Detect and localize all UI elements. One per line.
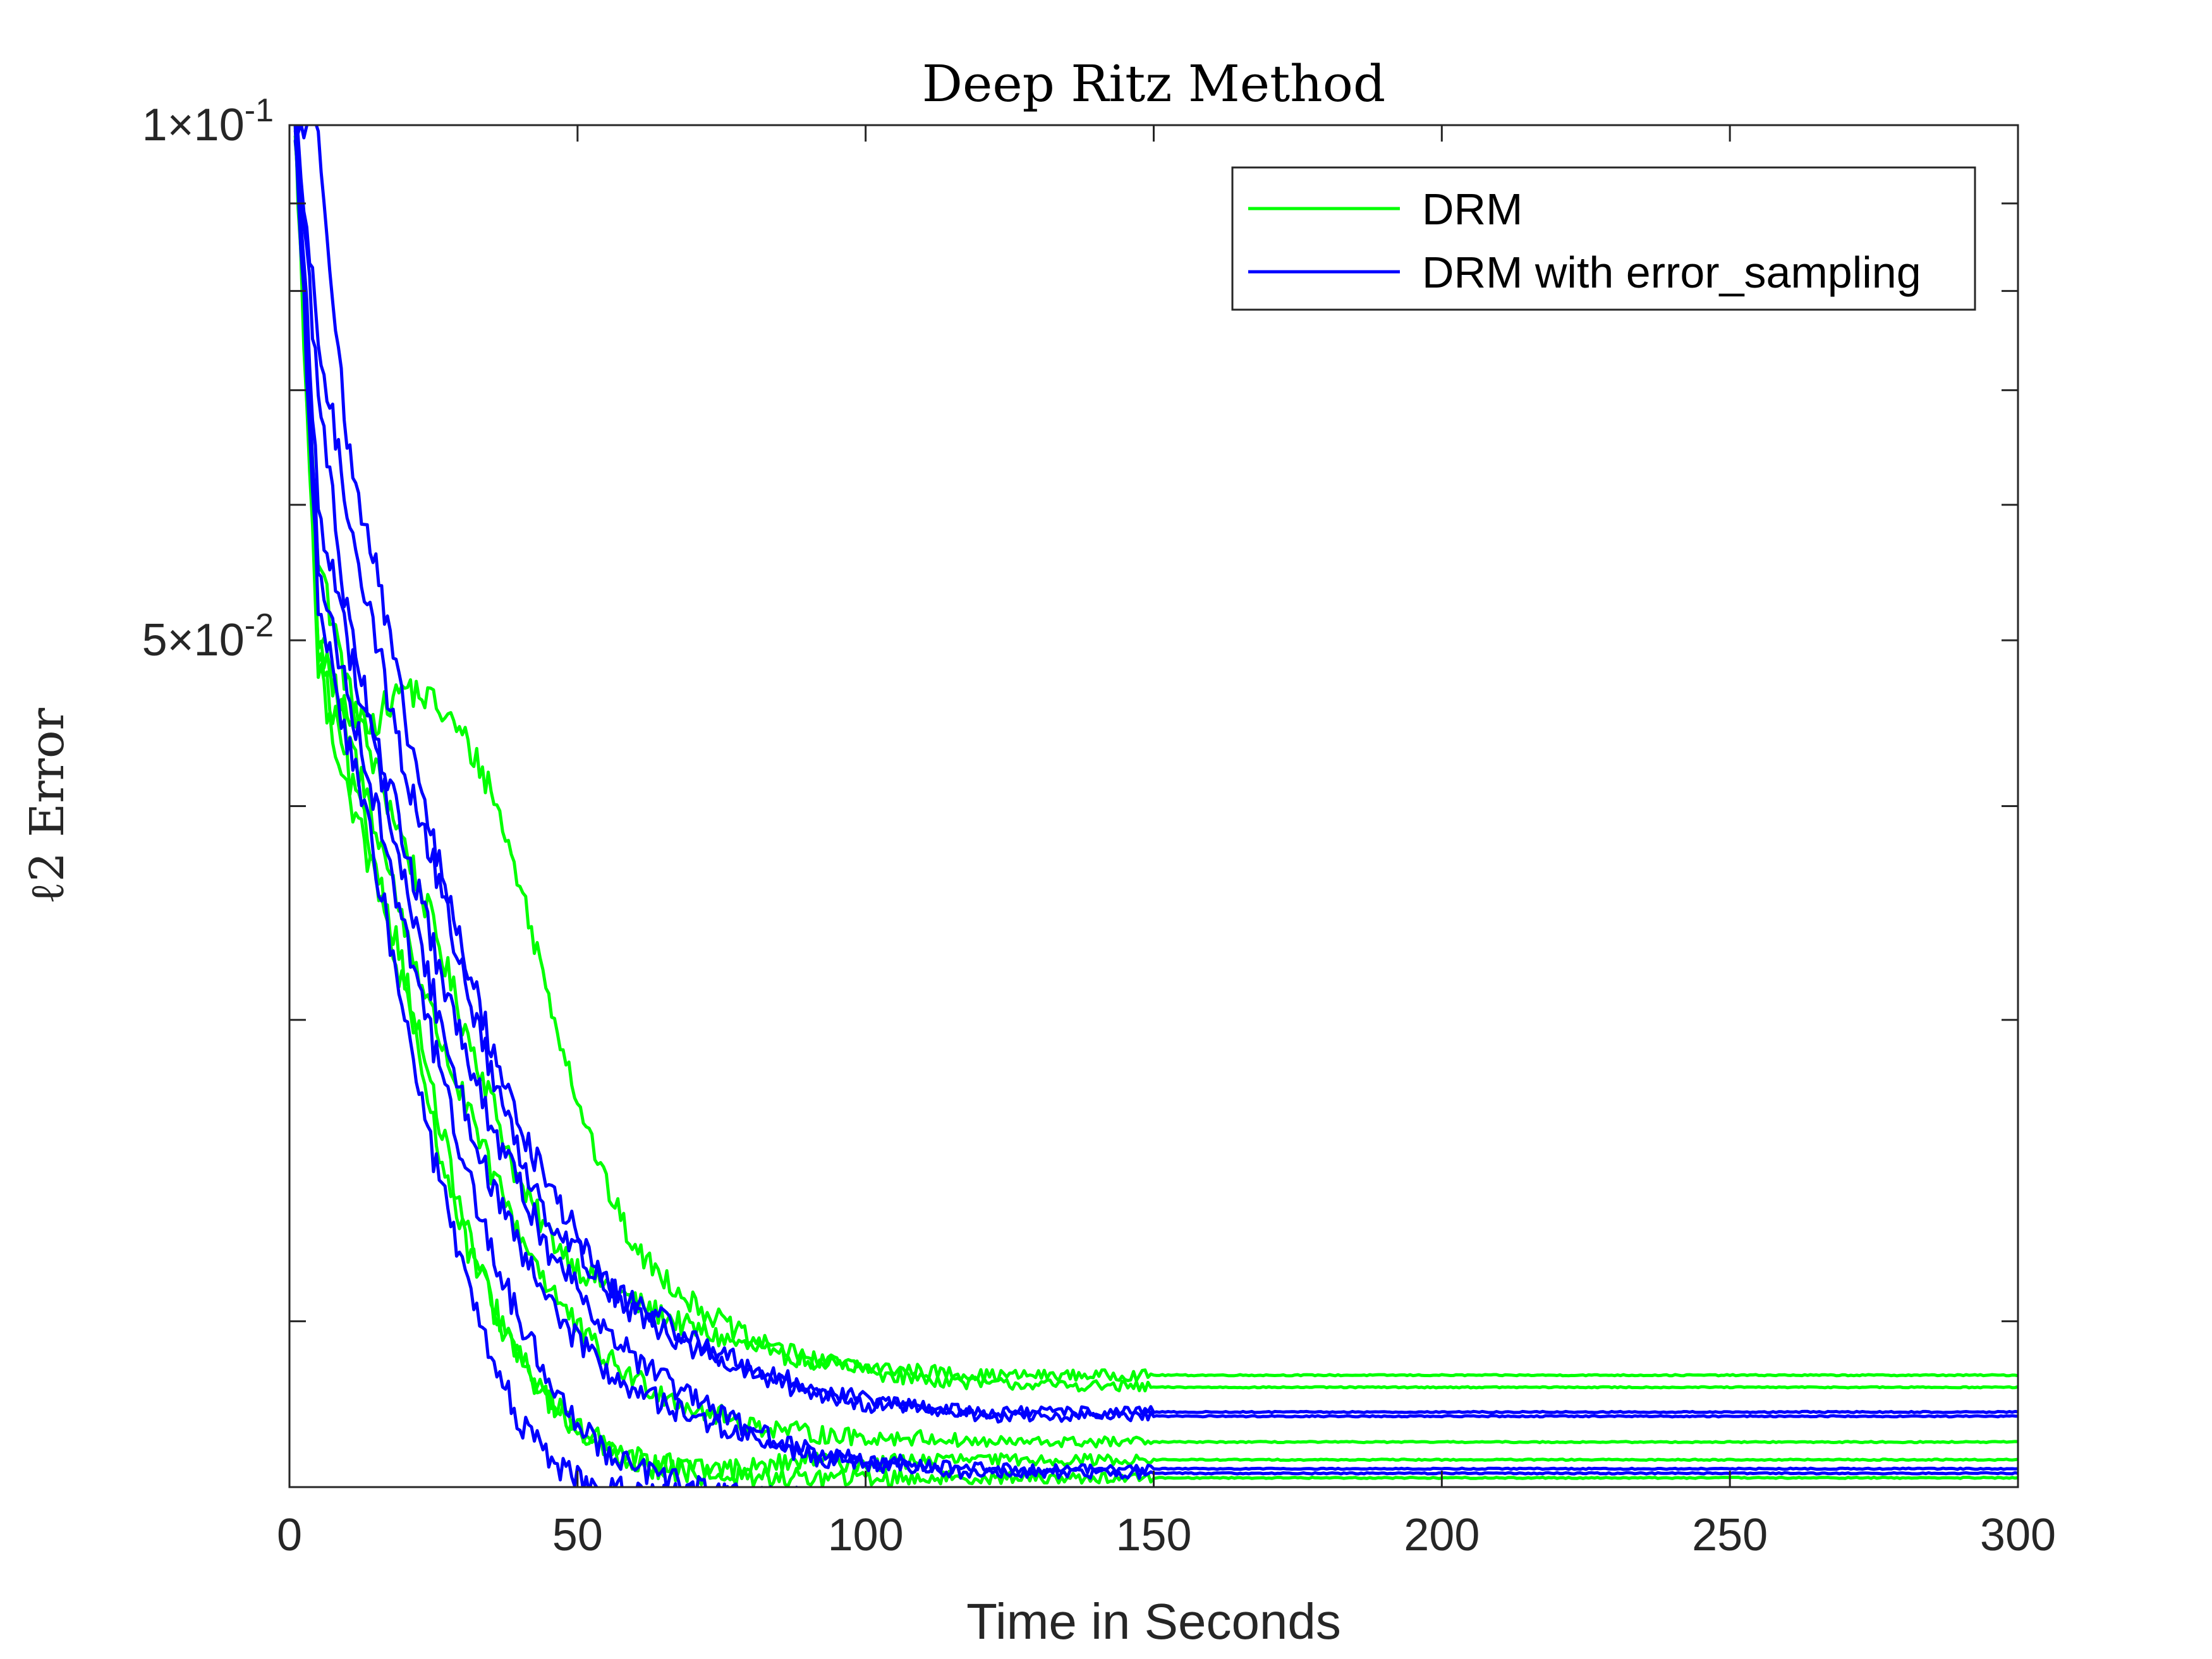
x-tick-label: 250 xyxy=(1692,1510,1768,1560)
series-line-10 xyxy=(293,125,1134,1487)
y-tick-label: 1×10-1 xyxy=(142,92,274,150)
x-axis-label: Time in Seconds xyxy=(966,1593,1341,1650)
x-tick-label: 150 xyxy=(1115,1510,1191,1560)
legend-label: DRM xyxy=(1422,185,1522,234)
legend-label: DRM with error_sampling xyxy=(1422,248,1921,297)
y-axis-label: ℓ2 Error xyxy=(20,708,75,904)
ticks: 0 50 100 150 200 250 300 5×10-2 1×10-1 xyxy=(142,92,2057,1560)
x-tick-label: 100 xyxy=(828,1510,904,1560)
series-line-7 xyxy=(293,130,2018,1476)
series-line-8 xyxy=(294,125,2018,1480)
series-line-2 xyxy=(293,126,2018,1449)
series-line-0 xyxy=(294,125,2018,1383)
legend: DRM DRM with error_sampling xyxy=(1231,166,1976,311)
x-tick-label: 0 xyxy=(277,1510,302,1560)
legend-box xyxy=(1231,166,1976,311)
x-tick-label: 300 xyxy=(1980,1510,2056,1560)
series-line-6 xyxy=(295,125,2018,1424)
series-line-1 xyxy=(293,140,2018,1393)
x-tick-label: 50 xyxy=(552,1510,603,1560)
x-tick-label: 200 xyxy=(1404,1510,1480,1560)
y-tick-label: 5×10-2 xyxy=(142,607,274,665)
chart-title: Deep Ritz Method xyxy=(922,54,1385,113)
series-line-9 xyxy=(293,139,764,1487)
